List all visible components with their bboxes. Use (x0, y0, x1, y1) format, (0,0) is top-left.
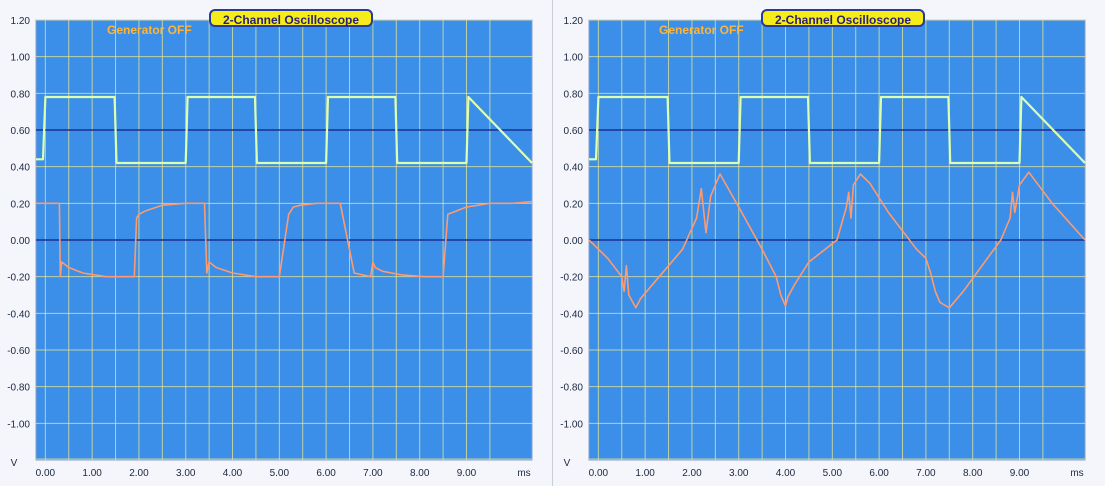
x-tick-label: 1.00 (82, 468, 102, 479)
y-tick-label: 0.20 (11, 199, 31, 210)
y-tick-label: 1.20 (11, 16, 31, 27)
x-tick-label: 2.00 (129, 468, 149, 479)
y-tick-label: -0.60 (560, 346, 583, 357)
x-tick-label: 2.00 (682, 468, 702, 479)
x-tick-label: 8.00 (963, 468, 983, 479)
channel-2-trace (36, 200, 533, 278)
y-tick-label: 1.00 (11, 53, 31, 64)
x-unit-label: ms (1070, 468, 1083, 479)
x-tick-label: 6.00 (869, 468, 889, 479)
x-tick-label: 3.00 (176, 468, 196, 479)
x-tick-label: 5.00 (270, 468, 290, 479)
y-tick-label: -0.80 (560, 383, 583, 394)
x-tick-label: 6.00 (316, 468, 336, 479)
plot-area-left: 1.20 1.00 0.80 0.60 0.40 0.20 0.00 -0.20 -0.40 -0… (7, 16, 533, 479)
y-tick-label: -0.80 (7, 383, 30, 394)
scope-title: 2-Channel Oscilloscope (209, 9, 374, 27)
x-unit-label: ms (517, 468, 530, 479)
y-tick-label: 1.00 (564, 53, 584, 64)
x-tick-label: 9.00 (1010, 468, 1030, 479)
y-tick-label: 0.00 (564, 236, 584, 247)
x-tick-label: 4.00 (776, 468, 796, 479)
y-tick-label: -0.40 (560, 309, 583, 320)
x-tick-label: 5.00 (823, 468, 843, 479)
oscilloscope-panel-right: 1.20 1.00 0.80 0.60 0.40 0.20 0.00 -0.20 -0.40 -0… (553, 0, 1105, 486)
y-tick-label: -0.20 (7, 273, 30, 284)
y-tick-label: 0.40 (11, 163, 31, 174)
x-tick-label: 0.00 (589, 468, 609, 479)
y-tick-label: 1.20 (564, 16, 584, 27)
y-tick-label: 0.00 (11, 236, 31, 247)
x-tick-label: 8.00 (410, 468, 430, 479)
y-unit-label: V (11, 458, 18, 469)
x-tick-label: 0.00 (36, 468, 56, 479)
scope-title: 2-Channel Oscilloscope (761, 9, 926, 27)
channel-1-trace (36, 95, 533, 165)
x-tick-label: 1.00 (635, 468, 655, 479)
y-tick-label: -0.60 (7, 346, 30, 357)
x-tick-label: 7.00 (363, 468, 383, 479)
plot-area-right: 1.20 1.00 0.80 0.60 0.40 0.20 0.00 -0.20 -0.40 -0… (560, 16, 1086, 479)
x-tick-label: 7.00 (916, 468, 936, 479)
y-tick-label: 0.80 (11, 89, 31, 100)
y-tick-label: -0.40 (7, 309, 30, 320)
generator-status: Generator OFF (659, 23, 744, 37)
x-tick-label: 4.00 (223, 468, 243, 479)
y-tick-label: 0.40 (564, 163, 584, 174)
y-tick-label: -0.20 (560, 273, 583, 284)
x-tick-label: 9.00 (457, 468, 477, 479)
channel-2-trace (588, 171, 1086, 309)
oscilloscope-panel-left: 1.20 1.00 0.80 0.60 0.40 0.20 0.00 -0.20 -0.40 -0… (0, 0, 553, 486)
y-tick-label: -1.00 (7, 419, 30, 430)
channel-1-trace (589, 95, 1086, 165)
y-tick-label: 0.20 (564, 199, 584, 210)
y-tick-label: 0.80 (564, 89, 584, 100)
generator-status: Generator OFF (107, 23, 192, 37)
y-tick-label: 0.60 (11, 126, 31, 137)
x-tick-label: 3.00 (729, 468, 749, 479)
y-tick-label: 0.60 (564, 126, 584, 137)
y-unit-label: V (564, 458, 571, 469)
y-tick-label: -1.00 (560, 419, 583, 430)
